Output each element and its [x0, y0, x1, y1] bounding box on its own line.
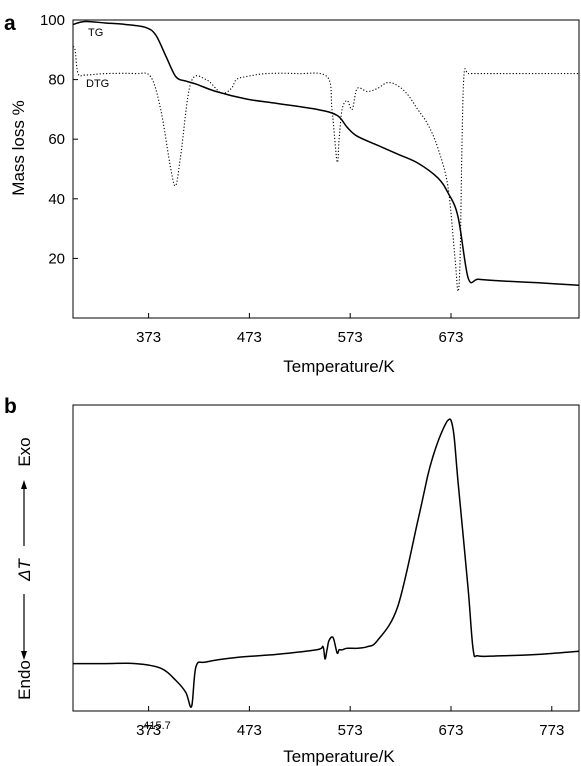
panel-a-x-axis-title: Temperature/K — [283, 357, 395, 376]
dtg-curve-label: DTG — [86, 78, 109, 90]
panel-b-x-axis-title: Temperature/K — [283, 747, 395, 766]
panel-b-y-axis-label: Endo ΔT Exo — [15, 437, 34, 700]
exo-arrow-head — [21, 480, 27, 489]
endo-label: Endo — [15, 660, 34, 700]
panel-a-x-tick-label-473: 473 — [237, 329, 262, 346]
delta-t-label: ΔT — [15, 557, 34, 581]
panel-a-y-tick-label-80: 80 — [48, 72, 65, 89]
panel-a-y-tick-label-100: 100 — [40, 12, 65, 29]
tg-curve-label: TG — [88, 27, 103, 39]
panel-a: a 20 40 60 80 100 373 473 573 673 TG DTG Temper… — [4, 12, 580, 376]
panel-b-plot-frame — [72, 404, 580, 712]
panel-a-x-tick-label-573: 573 — [338, 329, 363, 346]
panel-a-y-tick-label-60: 60 — [48, 131, 65, 148]
exo-label: Exo — [15, 437, 34, 466]
panel-b-x-tick-label-573: 573 — [338, 722, 363, 739]
panel-a-x-ticks: 373 473 573 673 — [136, 313, 464, 346]
panel-a-plot-frame — [72, 19, 580, 319]
panel-a-y-axis-title: Mass loss % — [9, 100, 28, 195]
panel-b-x-tick-label-473: 473 — [237, 722, 262, 739]
panel-b-x-tick-label-773: 773 — [539, 722, 564, 739]
panel-a-series — [72, 20, 580, 292]
series-dta-line-0 — [73, 418, 580, 708]
series-tg-line — [72, 20, 580, 286]
panel-b-letter: b — [4, 395, 17, 418]
panel-a-x-tick-label-373: 373 — [136, 329, 161, 346]
panel-b-x-tick-label-673: 673 — [438, 722, 463, 739]
panel-a-x-tick-label-673: 673 — [438, 329, 463, 346]
panel-a-letter: a — [4, 12, 16, 35]
panel-a-y-tick-label-20: 20 — [48, 250, 65, 267]
panel-b-series — [73, 418, 580, 708]
panel-a-y-tick-label-40: 40 — [48, 191, 65, 208]
endo-arrow-head — [21, 651, 27, 660]
panel-b-x-tick-label-373: 373 — [136, 722, 161, 739]
peak-annotation-415-7: 415.7 — [143, 720, 171, 732]
panel-b: b 373 473 573 673 773 415.7 Temperature/K En… — [4, 395, 580, 766]
panel-b-x-ticks: 373 473 573 673 773 — [136, 706, 564, 739]
panel-a-y-ticks: 20 40 60 80 100 — [40, 12, 78, 267]
series-dtg-line — [72, 46, 579, 292]
